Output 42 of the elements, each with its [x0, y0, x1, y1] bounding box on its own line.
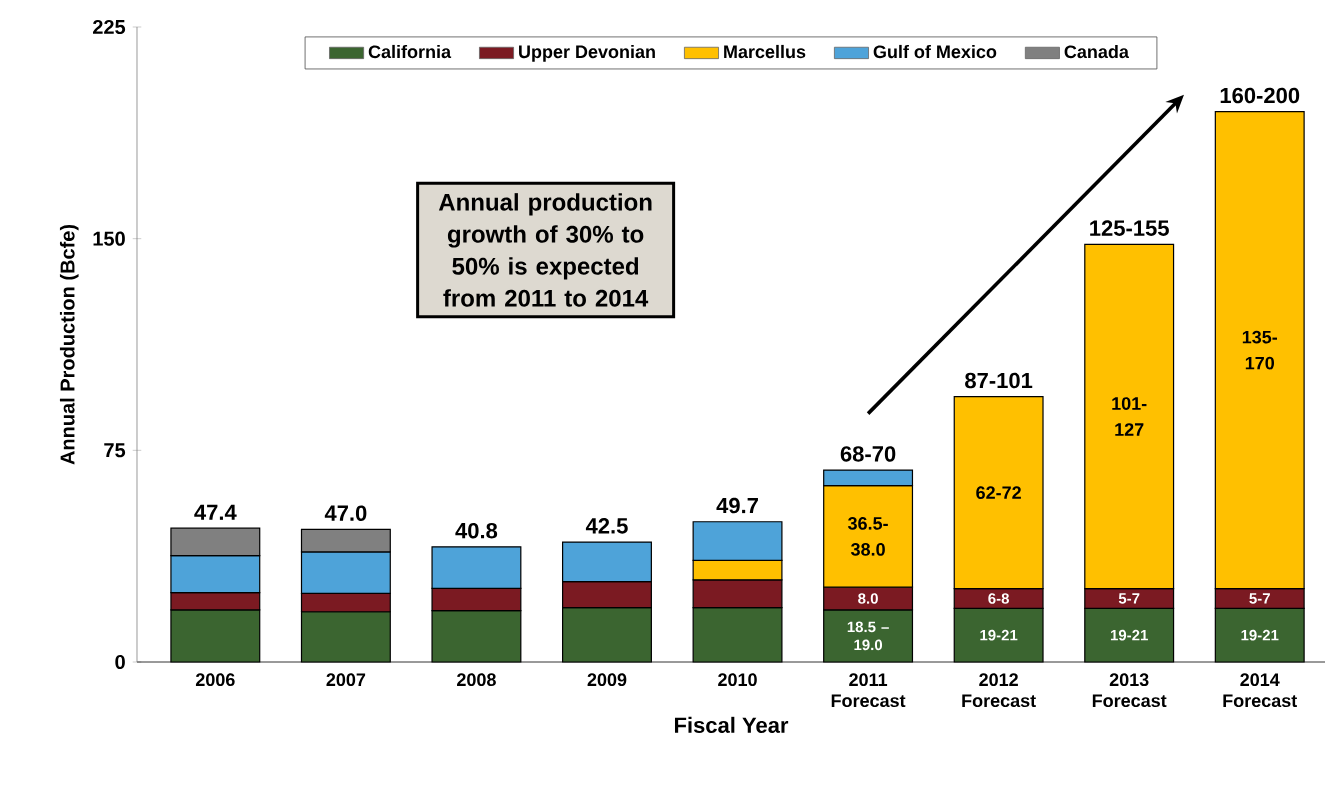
x-tick-label: 2011 Forecast	[831, 673, 906, 708]
data-label: 6-8	[988, 593, 1009, 604]
total-label: 47.4	[194, 504, 237, 520]
data-label: 5-7	[1118, 593, 1140, 604]
x-tick-label: 2010	[718, 673, 757, 687]
data-label: 5-7	[1249, 593, 1270, 604]
y-tick-label: 0	[115, 654, 125, 670]
total-label: 87-101	[965, 372, 1033, 389]
legend-label: Gulf of Mexico	[873, 44, 997, 59]
x-tick-label: 2007	[326, 673, 366, 687]
legend-label: Upper Devonian	[519, 44, 655, 62]
y-tick-label: 225	[92, 19, 126, 35]
y-tick-label: 150	[93, 231, 125, 246]
x-tick-label: 2014 Forecast	[1223, 673, 1298, 708]
data-label: 36.5-38.0	[847, 517, 888, 556]
data-label: 135-170	[1242, 330, 1278, 370]
total-label: 49.7	[716, 497, 758, 514]
total-label: 40.8	[455, 522, 498, 539]
x-tick-label: 2006	[195, 673, 235, 687]
data-label: 62-72	[976, 486, 1021, 500]
total-label: 125-155	[1090, 220, 1169, 236]
data-label: 19-21	[1241, 629, 1279, 641]
total-label: 42.5	[585, 518, 628, 534]
legend-label: Canada	[1064, 44, 1130, 59]
x-tick-label: 2009	[587, 673, 627, 687]
y-axis-title: Annual Production (Bcfe)	[59, 224, 79, 465]
legend-label: Marcellus	[724, 44, 806, 59]
data-label: 101-127	[1112, 397, 1147, 436]
data-label: 8.0	[858, 593, 878, 604]
x-tick-label: 2008	[457, 673, 496, 687]
x-tick-label: 2013 Forecast	[1092, 673, 1167, 708]
data-label: 19-21	[980, 629, 1018, 641]
total-label: 47.0	[324, 505, 367, 521]
legend-label: California	[368, 44, 452, 59]
annotation: Annual production growth of 30% to 50% is expected from 2011 to 2014	[438, 193, 652, 307]
x-tick-label: 2012 Forecast	[962, 673, 1036, 708]
data-label: 18.5 – 19.0	[847, 621, 889, 651]
x-axis-title: Fiscal Year	[674, 716, 789, 733]
total-label: 160-200	[1220, 87, 1300, 104]
total-label: 68-70	[840, 446, 896, 462]
y-tick-label: 75	[104, 443, 126, 458]
data-label: 19-21	[1110, 629, 1148, 641]
